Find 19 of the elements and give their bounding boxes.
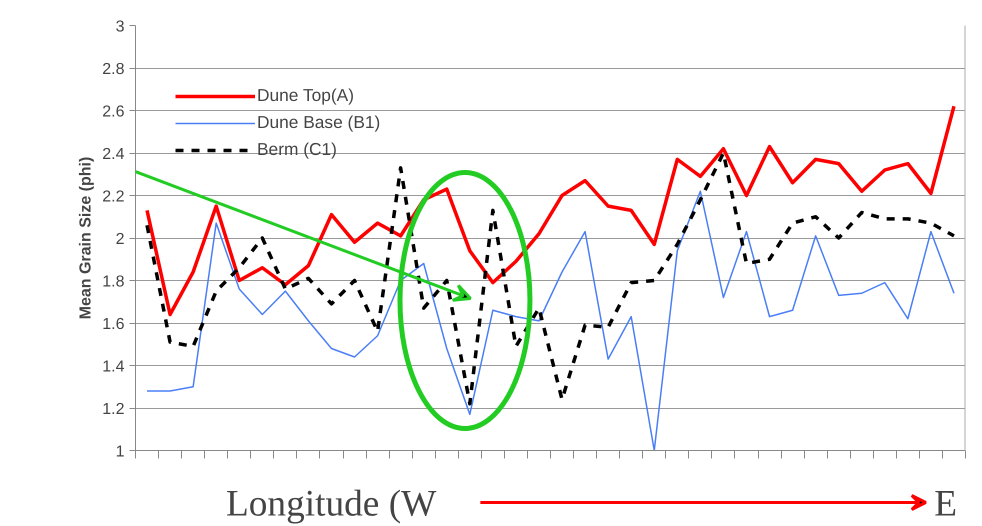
- y-tick-label: 1.2: [102, 401, 125, 418]
- y-tick-label: 1.4: [102, 358, 125, 376]
- y-tick-label: 2.8: [102, 61, 125, 78]
- y-tick-label: 1.6: [102, 316, 125, 333]
- line-series: [146, 190, 955, 450]
- line-series: [145, 104, 956, 316]
- legend-label: Dune Base (B1): [257, 112, 380, 133]
- y-tick-label: 2.2: [102, 188, 125, 206]
- x-axis-title: Longitude (W: [226, 484, 438, 524]
- y-tick-label: 2: [116, 231, 125, 248]
- y-tick-label: 1.8: [102, 274, 125, 290]
- legend-label: Dune Top(A): [257, 85, 354, 106]
- legend-label: Berm (C1): [257, 139, 337, 160]
- text: E: [934, 484, 958, 524]
- y-axis-title: Mean Grain Size (phi): [77, 156, 94, 320]
- y-tick-label: 1: [116, 444, 125, 460]
- y-tick-label: 2.4: [102, 146, 125, 163]
- y-tick-label: 2.6: [102, 104, 125, 120]
- y-tick-label: 3: [116, 18, 125, 36]
